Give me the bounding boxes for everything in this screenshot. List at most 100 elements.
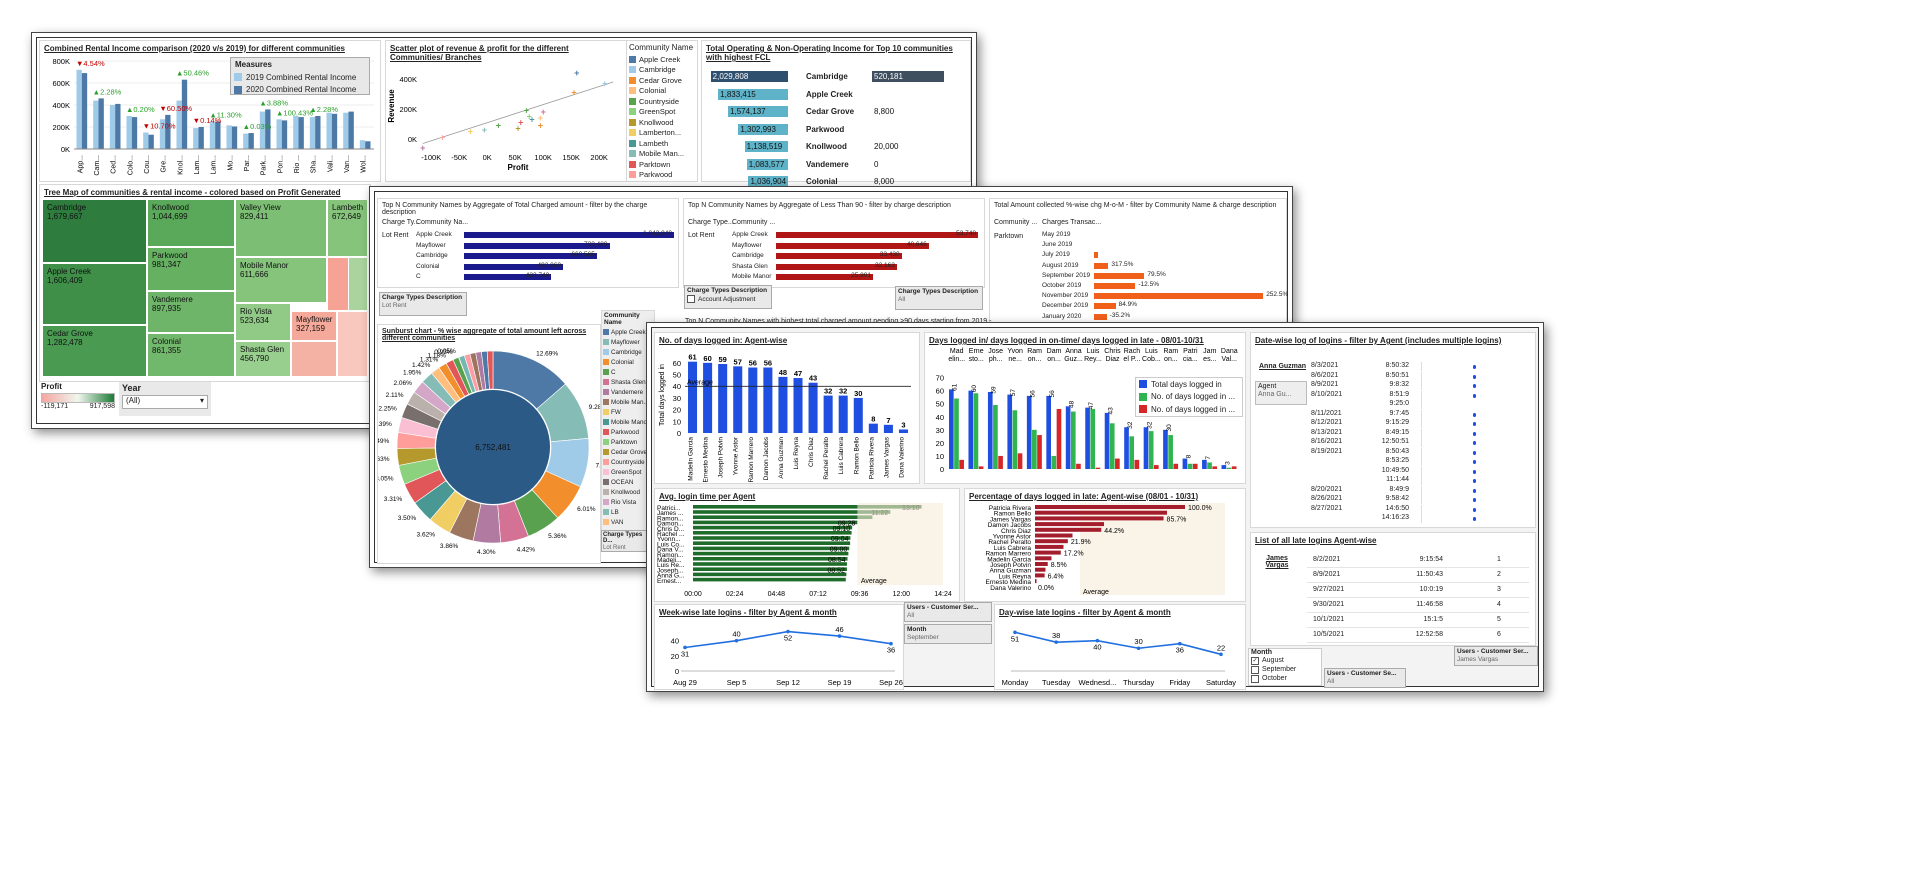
measures-legend[interactable]: Measures 2019 Combined Rental Income 202… [230,57,370,95]
legend-item[interactable]: GreenSpot [602,467,654,477]
legend-item[interactable]: Colonial [627,86,697,97]
legend-item[interactable]: Apple Creek [602,327,654,337]
legend-item[interactable]: Mobile Man... [627,149,697,160]
checkbox-icon[interactable] [1251,674,1259,683]
log-mark [1472,384,1476,388]
legend-item[interactable]: Mobile Man... [602,397,654,407]
treemap-cell[interactable]: Valley View 829,411 [235,199,327,257]
legend-item[interactable]: Lamberton... [627,128,697,139]
legend-item[interactable]: Countryside [602,457,654,467]
ontime-chart: 0 10 20 30 40 50 60 70 Madelin... 61 Ernesto... 60 J… [936,348,1238,474]
x-tick-label: Gre... [161,155,168,173]
users-filter-2[interactable]: Users - Customer Se... All [1324,668,1406,688]
legend-ontime[interactable]: No. of days logged in ... [1136,391,1242,404]
agent-name: Dana Valerino [990,585,1031,592]
community-name: Apple Creek [806,89,853,99]
legend-item[interactable]: Parktown [602,437,654,447]
data-label: 84.9% [1118,301,1138,309]
treemap-cell[interactable]: Cedar Grove 1,282,478 [42,325,147,377]
year-select[interactable]: (All) ▾ [122,395,208,409]
bar [968,390,974,469]
legend-swatch [629,66,636,74]
bar [733,366,743,433]
legend-total[interactable]: Total days logged in [1136,378,1242,391]
month-option[interactable]: October [1249,674,1321,683]
legend-item[interactable]: Rio Vista [602,497,654,507]
data-label: 433,740 [525,272,550,279]
month-option[interactable]: September [1249,665,1321,674]
treemap-cell[interactable]: Parkwood 981,347 [147,247,235,291]
sunburst-label: 3.05% [378,475,394,482]
measures-legend-item-2019[interactable]: 2019 Combined Rental Income [231,71,369,84]
treemap-cell[interactable]: Cambridge 1,679,667 [42,199,147,263]
legend-item[interactable]: C [602,367,654,377]
treemap-cell-name: Parkwood [152,251,188,260]
treemap-cell[interactable]: Apple Creek 1,606,409 [42,263,147,325]
bar [1090,408,1096,469]
treemap-cell[interactable]: Shasta Glen 456,790 [235,341,291,377]
legend-item[interactable]: Parkwood [627,170,697,181]
change-annotation: ▼10.70% [143,122,176,131]
agent-name: Yvonn... [657,536,681,543]
charge-type-option[interactable]: Account Adjustment [685,295,771,303]
col-header: Charge Type... [688,219,734,226]
legend-item[interactable]: Knollwood [602,487,654,497]
legend-item[interactable]: Parktown [627,159,697,170]
legend-item[interactable]: OCEAN [602,477,654,487]
legend-item[interactable]: GreenSpot [627,107,697,118]
legend-item[interactable]: Cambridge [602,347,654,357]
sunburst-label: 1.18% [427,352,446,359]
legend-item[interactable]: Mayflower [602,337,654,347]
legend-item[interactable]: Cedar Grove [602,447,654,457]
charge-type-filter-2[interactable]: Charge Types Description Account Adjustm… [684,285,772,309]
treemap-cell[interactable]: Vandemere 897,935 [147,291,235,333]
legend-item[interactable]: Vandemere [602,387,654,397]
legend-item[interactable]: LB [602,507,654,517]
month-dropdown-filter[interactable]: Month September [904,624,992,644]
month-option[interactable]: ✓ August [1249,656,1321,665]
treemap-cell[interactable]: Mobile Manor 611,666 [235,257,327,303]
legend-item[interactable]: Apple Creek [627,54,697,65]
legend-item[interactable]: Mobile Manor [602,417,654,427]
users-filter-value: James Vargas [1457,656,1499,663]
community-legend[interactable]: Community Name Apple Creek Cambridge Cedar… [626,40,698,182]
checkbox-icon[interactable] [1251,665,1259,674]
bar [693,515,873,519]
legend-item[interactable]: Cedar Grove [627,75,697,86]
charge-type-filter-3[interactable]: Charge Types Description All [895,286,983,310]
charge-type-filter-4[interactable]: Charge Types D... Lot Rent [601,530,655,552]
series-line [1014,631,1222,656]
checkbox-icon[interactable] [687,295,695,303]
users-filter-3[interactable]: Users - Customer Ser... James Vargas [1454,646,1538,666]
legend-item[interactable]: Colonial [602,357,654,367]
legend-item[interactable]: Lambeth [627,138,697,149]
treemap-cell-name: Lambeth [332,203,364,212]
measures-legend-item-2020[interactable]: 2020 Combined Rental Income [231,84,369,97]
checkbox-icon[interactable]: ✓ [1251,656,1259,665]
legend-item[interactable]: Shasta Glen [602,377,654,387]
community-legend-title: Community Name [629,43,694,52]
legend-item[interactable]: Knollwood [627,117,697,128]
treemap-cell[interactable]: Knollwood 1,044,699 [147,199,235,247]
users-filter[interactable]: Users - Customer Ser... All [904,602,992,622]
legend-item[interactable]: Parkwood [602,427,654,437]
treemap-cell[interactable]: Lambeth 672,649 [327,199,368,257]
treemap-cell[interactable]: Colonial 861,355 [147,333,235,377]
agent-name: Rachel ... [657,531,685,538]
data-label: 38 [1052,631,1060,640]
x-tick-label: Sep 26 [879,678,903,687]
treemap-cell[interactable]: Rio Vista 523,634 [235,303,291,341]
community-name: Mayflower [732,241,762,249]
legend-item[interactable]: Countryside [627,96,697,107]
legend-late[interactable]: No. of days logged in ... [1136,403,1242,416]
legend-item[interactable]: VAN [602,517,654,527]
bar [693,525,853,530]
data-point [1178,641,1182,646]
treemap-cell[interactable]: Mayflower 327,159 [291,311,337,341]
charge-type-filter[interactable]: Charge Types Description Lot Rent [379,292,467,316]
bar [1035,550,1061,555]
x-tick-label: Park... [261,155,268,175]
legend-item[interactable]: Cambridge [627,65,697,76]
agent-filter[interactable]: Agent Anna Gu... [1255,381,1307,405]
legend-item[interactable]: FW [602,407,654,417]
